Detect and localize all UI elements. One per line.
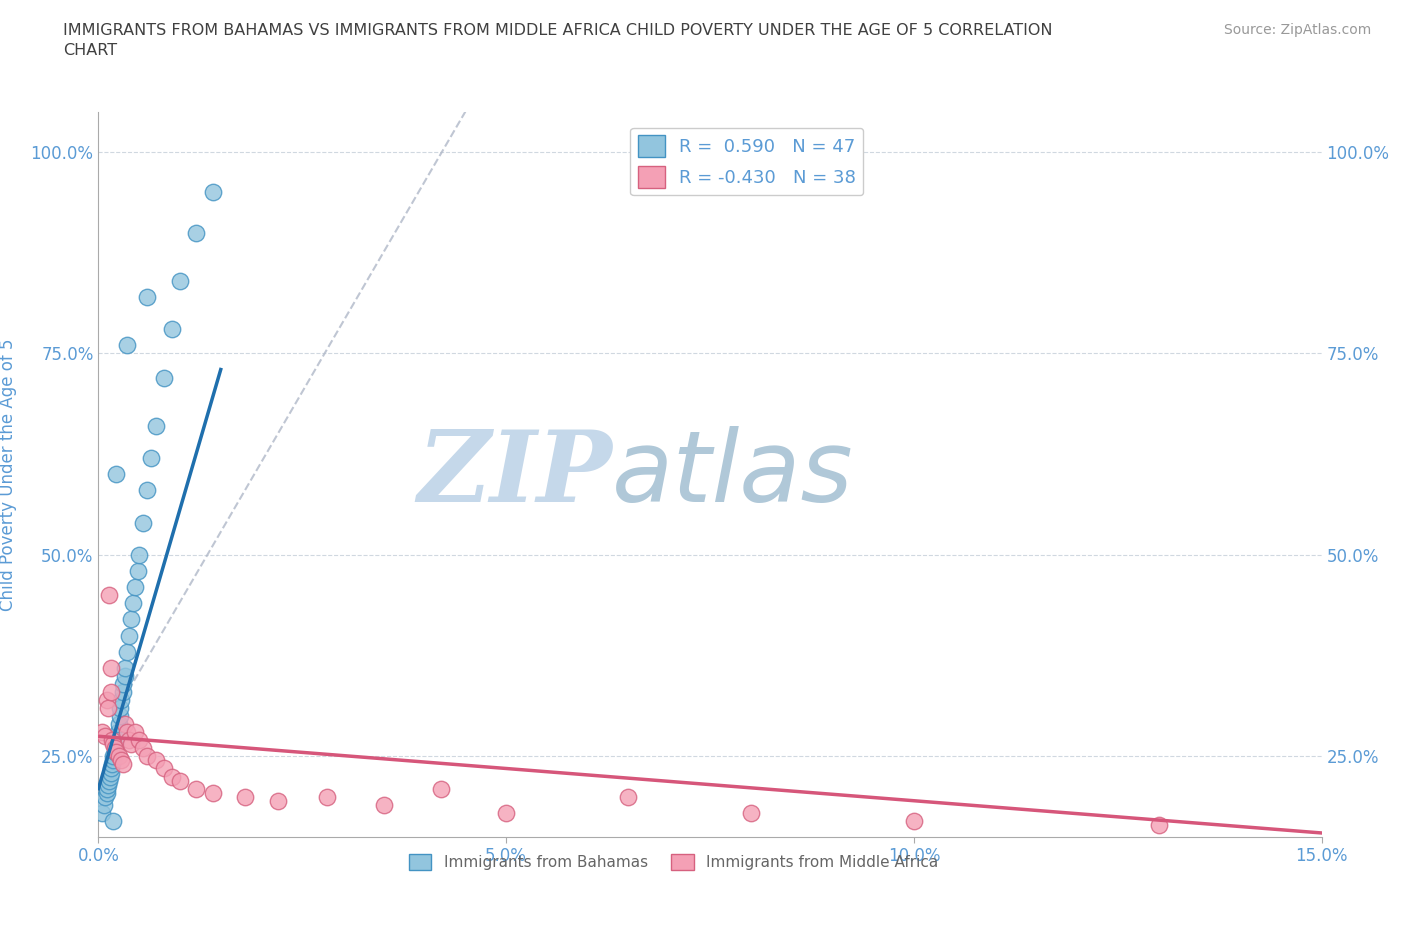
Point [91,805,114,820]
Point [96,693,118,708]
Point [141,451,163,466]
Point [100,765,122,780]
Point [101,733,124,748]
Point [115,644,138,659]
Point [104,737,127,751]
Point [108,717,131,732]
Point [495,805,517,820]
Point [105,729,128,744]
Point [115,724,138,739]
Point [136,749,159,764]
Point [120,612,142,627]
Point [104,741,127,756]
Point [128,548,150,563]
Point [152,761,174,776]
Point [98,769,121,784]
Point [110,693,132,708]
Point [104,741,127,756]
Text: atlas: atlas [612,426,853,523]
Point [186,225,208,240]
Point [186,781,208,796]
Point [373,797,395,812]
Point [740,805,762,820]
Point [93,797,115,812]
Point [96,785,118,800]
Point [169,273,191,288]
Point [98,588,121,603]
Point [115,338,138,352]
Point [145,753,167,768]
Point [136,483,159,498]
Point [105,733,128,748]
Point [107,724,129,739]
Point [201,785,224,800]
Point [101,753,124,768]
Point [136,289,159,304]
Point [100,660,122,675]
Legend: Immigrants from Bahamas, Immigrants from Middle Africa: Immigrants from Bahamas, Immigrants from… [402,848,945,876]
Point [132,741,155,756]
Point [201,185,224,200]
Point [118,733,141,748]
Point [96,781,118,796]
Point [97,777,120,792]
Point [108,709,131,724]
Point [100,761,122,776]
Point [110,700,132,715]
Text: Source: ZipAtlas.com: Source: ZipAtlas.com [1223,23,1371,37]
Point [101,757,124,772]
Point [114,717,136,732]
Point [111,757,134,772]
Point [118,628,141,643]
Point [315,790,337,804]
Point [617,790,640,804]
Point [145,418,167,433]
Point [108,749,131,764]
Point [94,729,117,744]
Point [152,370,174,385]
Point [111,684,134,699]
Point [124,724,146,739]
Point [105,467,128,482]
Point [110,753,132,768]
Y-axis label: Child Poverty Under the Age of 5: Child Poverty Under the Age of 5 [0,338,17,611]
Point [104,745,127,760]
Point [903,814,925,829]
Point [111,676,134,691]
Point [101,814,124,829]
Point [267,793,290,808]
Point [127,564,149,578]
Point [160,322,183,337]
Text: IMMIGRANTS FROM BAHAMAS VS IMMIGRANTS FROM MIDDLE AFRICA CHILD POVERTY UNDER THE: IMMIGRANTS FROM BAHAMAS VS IMMIGRANTS FR… [63,23,1053,58]
Point [124,579,146,594]
Point [120,737,142,751]
Point [233,790,256,804]
Point [128,733,150,748]
Point [1147,817,1170,832]
Point [101,737,124,751]
Point [100,684,122,699]
Point [94,790,117,804]
Point [114,669,136,684]
Point [91,724,114,739]
Point [160,769,183,784]
Point [101,749,124,764]
Point [105,745,128,760]
Point [169,773,191,788]
Text: ZIP: ZIP [418,426,612,523]
Point [97,700,120,715]
Point [121,596,143,611]
Point [98,773,121,788]
Point [132,515,155,530]
Point [430,781,453,796]
Point [114,660,136,675]
